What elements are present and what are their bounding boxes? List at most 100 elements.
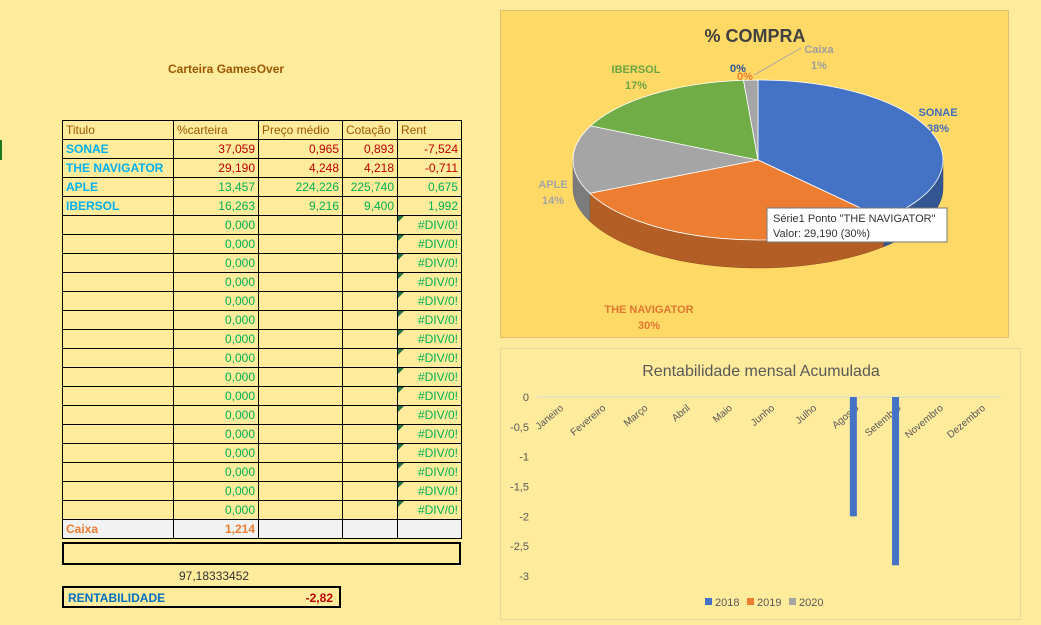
cell-cotacao[interactable]: [342, 405, 398, 425]
cell-titulo[interactable]: [62, 291, 174, 311]
cell-carteira[interactable]: 37,059: [173, 139, 259, 159]
cell-titulo[interactable]: [62, 348, 174, 368]
cell-carteira[interactable]: 29,190: [173, 158, 259, 178]
cell-carteira[interactable]: 0,000: [173, 367, 259, 387]
cell-cotacao[interactable]: [342, 443, 398, 463]
cell-rent-error[interactable]: #DIV/0!: [397, 443, 462, 463]
cell-cotacao[interactable]: [342, 272, 398, 292]
cell-titulo[interactable]: [62, 424, 174, 444]
pie-chart-panel[interactable]: % COMPRA SONAE 38% THE NAVIGATOR 30% APLE 14% I…: [500, 10, 1009, 338]
cell-cotacao[interactable]: [342, 234, 398, 254]
cell-titulo[interactable]: [62, 443, 174, 463]
cell-rent-error[interactable]: #DIV/0!: [397, 215, 462, 235]
cell-preco-medio[interactable]: 224,226: [258, 177, 343, 197]
cell-carteira[interactable]: 0,000: [173, 348, 259, 368]
pie-slice[interactable]: [572, 125, 759, 194]
cell-preco-medio[interactable]: 9,216: [258, 196, 343, 216]
cell-titulo[interactable]: [62, 253, 174, 273]
cell-preco-medio[interactable]: [258, 215, 343, 235]
cell-carteira[interactable]: 0,000: [173, 481, 259, 501]
cell-rent[interactable]: -7,524: [397, 139, 462, 159]
cell-preco-medio[interactable]: [258, 405, 343, 425]
cell-carteira[interactable]: 0,000: [173, 272, 259, 292]
cell-titulo[interactable]: [62, 481, 174, 501]
cell-rent[interactable]: -0,711: [397, 158, 462, 178]
cell-caixa-empty[interactable]: [342, 519, 398, 539]
cell-carteira[interactable]: 0,000: [173, 462, 259, 482]
rentabilidade-box[interactable]: RENTABILIDADE -2,82: [62, 586, 341, 608]
cell-carteira[interactable]: 0,000: [173, 215, 259, 235]
cell-preco-medio[interactable]: [258, 386, 343, 406]
cell-cotacao[interactable]: [342, 215, 398, 235]
bar[interactable]: [849, 397, 857, 517]
cell-titulo[interactable]: [62, 215, 174, 235]
cell-carteira[interactable]: 0,000: [173, 386, 259, 406]
pie-chart[interactable]: % COMPRA SONAE 38% THE NAVIGATOR 30% APLE 14% I…: [501, 11, 1010, 339]
total-carteira[interactable]: 97,18333452: [179, 569, 250, 583]
cell-cotacao[interactable]: 9,400: [342, 196, 398, 216]
cell-caixa-empty[interactable]: [397, 519, 462, 539]
cell-carteira[interactable]: 0,000: [173, 329, 259, 349]
cell-caixa-value[interactable]: 1,214: [173, 519, 259, 539]
cell-rent-error[interactable]: #DIV/0!: [397, 234, 462, 254]
cell-preco-medio[interactable]: [258, 462, 343, 482]
cell-carteira[interactable]: 0,000: [173, 253, 259, 273]
cell-carteira[interactable]: 16,263: [173, 196, 259, 216]
cell-cotacao[interactable]: [342, 386, 398, 406]
cell-rent-error[interactable]: #DIV/0!: [397, 367, 462, 387]
cell-preco-medio[interactable]: [258, 500, 343, 520]
cell-carteira[interactable]: 0,000: [173, 500, 259, 520]
cell-titulo[interactable]: [62, 272, 174, 292]
cell-cotacao[interactable]: [342, 291, 398, 311]
cell-rent-error[interactable]: #DIV/0!: [397, 500, 462, 520]
cell-titulo[interactable]: [62, 462, 174, 482]
cell-titulo[interactable]: APLE: [62, 177, 174, 197]
header-rent[interactable]: Rent: [397, 120, 462, 140]
cell-caixa-label[interactable]: Caixa: [62, 519, 174, 539]
cell-preco-medio[interactable]: [258, 291, 343, 311]
cell-cotacao[interactable]: [342, 481, 398, 501]
cell-titulo[interactable]: [62, 500, 174, 520]
cell-cotacao[interactable]: [342, 329, 398, 349]
pie-slice[interactable]: [743, 79, 759, 161]
cell-rent-error[interactable]: #DIV/0!: [397, 253, 462, 273]
header-cotacao[interactable]: Cotação: [342, 120, 398, 140]
cell-carteira[interactable]: 13,457: [173, 177, 259, 197]
cell-titulo[interactable]: [62, 367, 174, 387]
cell-rent-error[interactable]: #DIV/0!: [397, 481, 462, 501]
cell-titulo[interactable]: IBERSOL: [62, 196, 174, 216]
cell-preco-medio[interactable]: [258, 424, 343, 444]
cell-cotacao[interactable]: [342, 500, 398, 520]
cell-rent-error[interactable]: #DIV/0!: [397, 310, 462, 330]
cell-titulo[interactable]: [62, 310, 174, 330]
bar[interactable]: [892, 397, 900, 566]
cell-cotacao[interactable]: 0,893: [342, 139, 398, 159]
cell-carteira[interactable]: 0,000: [173, 234, 259, 254]
bar-chart-panel[interactable]: Rentabilidade mensal Acumulada 0 -0,5 -1 -1,…: [500, 348, 1021, 620]
cell-cotacao[interactable]: [342, 462, 398, 482]
cell-rent-error[interactable]: #DIV/0!: [397, 424, 462, 444]
cell-rent-error[interactable]: #DIV/0!: [397, 348, 462, 368]
cell-preco-medio[interactable]: [258, 481, 343, 501]
cell-titulo[interactable]: [62, 329, 174, 349]
cell-rent-error[interactable]: #DIV/0!: [397, 462, 462, 482]
cell-rent-error[interactable]: #DIV/0!: [397, 405, 462, 425]
cell-rent-error[interactable]: #DIV/0!: [397, 291, 462, 311]
cell-titulo[interactable]: [62, 386, 174, 406]
pie-slice[interactable]: [757, 79, 944, 220]
cell-preco-medio[interactable]: 0,965: [258, 139, 343, 159]
cell-cotacao[interactable]: [342, 253, 398, 273]
cell-preco-medio[interactable]: [258, 310, 343, 330]
cell-cotacao[interactable]: [342, 310, 398, 330]
cell-carteira[interactable]: 0,000: [173, 443, 259, 463]
pie-slice[interactable]: [589, 79, 759, 161]
cell-preco-medio[interactable]: [258, 234, 343, 254]
cell-preco-medio[interactable]: 4,248: [258, 158, 343, 178]
cell-titulo[interactable]: THE NAVIGATOR: [62, 158, 174, 178]
header-carteira[interactable]: %carteira: [173, 120, 259, 140]
cell-carteira[interactable]: 0,000: [173, 310, 259, 330]
cell-rent-error[interactable]: #DIV/0!: [397, 329, 462, 349]
cell-preco-medio[interactable]: [258, 253, 343, 273]
bar-chart[interactable]: Rentabilidade mensal Acumulada 0 -0,5 -1 -1,…: [501, 349, 1022, 621]
cell-cotacao[interactable]: [342, 367, 398, 387]
